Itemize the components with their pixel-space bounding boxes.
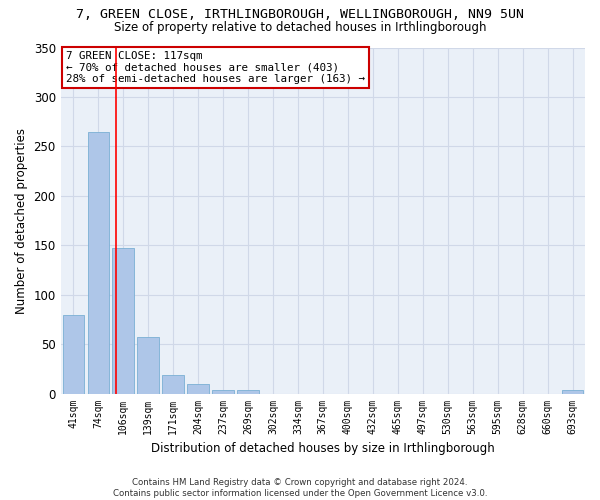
X-axis label: Distribution of detached houses by size in Irthlingborough: Distribution of detached houses by size …: [151, 442, 495, 455]
Bar: [562, 390, 583, 394]
Text: 7, GREEN CLOSE, IRTHLINGBOROUGH, WELLINGBOROUGH, NN9 5UN: 7, GREEN CLOSE, IRTHLINGBOROUGH, WELLING…: [76, 8, 524, 20]
Text: Size of property relative to detached houses in Irthlingborough: Size of property relative to detached ho…: [114, 22, 486, 35]
Y-axis label: Number of detached properties: Number of detached properties: [15, 128, 28, 314]
Text: Contains HM Land Registry data © Crown copyright and database right 2024.
Contai: Contains HM Land Registry data © Crown c…: [113, 478, 487, 498]
Bar: [163, 375, 184, 394]
Bar: [112, 248, 134, 394]
Text: 7 GREEN CLOSE: 117sqm
← 70% of detached houses are smaller (403)
28% of semi-det: 7 GREEN CLOSE: 117sqm ← 70% of detached …: [66, 51, 365, 84]
Bar: [137, 337, 158, 394]
Bar: [212, 390, 233, 394]
Bar: [88, 132, 109, 394]
Bar: [238, 390, 259, 394]
Bar: [62, 316, 84, 394]
Bar: [187, 384, 209, 394]
